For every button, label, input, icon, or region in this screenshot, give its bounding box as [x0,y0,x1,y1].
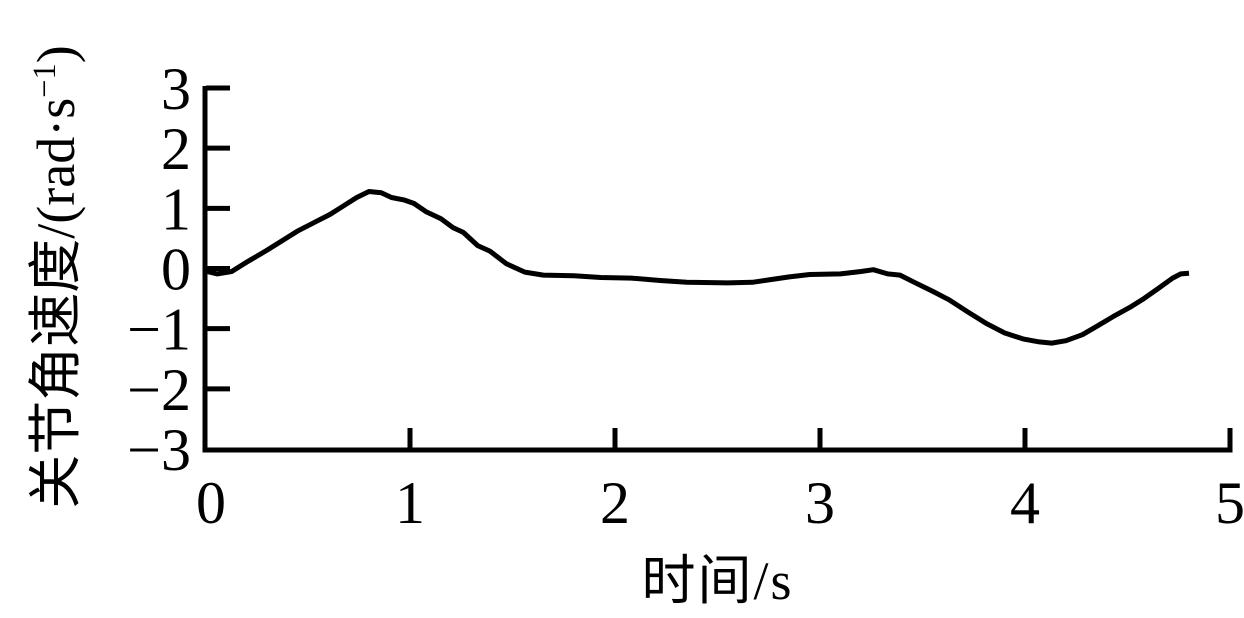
y-tick-label: −2 [127,357,191,423]
y-tick-label: 3 [161,56,191,122]
x-tick-label: 3 [805,470,835,536]
x-tick-label: 2 [600,470,630,536]
x-axis-label: 时间/s [641,551,794,611]
y-axis-label-text: 关节角速度/(rad·s [26,97,86,509]
y-tick-label: −1 [127,297,191,363]
y-axis-label-close-paren: ) [26,45,86,64]
axis-ticks [206,85,1233,448]
x-tick-label: 4 [1010,470,1040,536]
y-tick-label: 1 [161,176,191,242]
y-tick-label: 0 [161,237,191,303]
y-tick-label: −3 [127,417,191,483]
x-tick-label: 1 [395,470,425,536]
y-tick-label: 2 [161,116,191,182]
y-axis-label: 关节角速度/(rad·s−1) [0,0,100,587]
axes [202,86,1233,453]
data-series-line [204,189,1190,346]
y-axis-label-superscript: −1 [27,63,63,98]
x-tick-label: 0 [196,470,226,536]
x-tick-label: 5 [1215,470,1244,536]
